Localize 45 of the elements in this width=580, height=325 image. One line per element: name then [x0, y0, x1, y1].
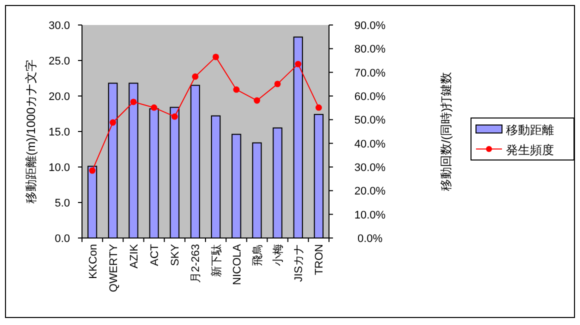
y2-tick-label: 20.0% [354, 186, 386, 198]
x-tick-label: JISカナ [293, 244, 306, 282]
point [130, 98, 137, 106]
point [171, 113, 178, 120]
y-tick-label: 25.0 [48, 56, 70, 68]
x-tick-label: SKY [170, 243, 182, 266]
y-tick-label: 0.0 [54, 233, 70, 245]
x-tick-label: ACT [149, 244, 162, 266]
point [274, 80, 281, 88]
y-tick-label: 30.0 [48, 20, 70, 32]
x-tick-label: TRON [314, 244, 326, 276]
point [294, 60, 302, 68]
point [254, 97, 260, 104]
y2-tick-label: 80.0% [354, 44, 386, 56]
y2-tick-label: 40.0% [354, 138, 386, 150]
x-tick-label: 月2-263 [190, 244, 202, 284]
legend-label: 移動距離 [506, 123, 554, 137]
y-tick-label: 20.0 [48, 91, 70, 103]
x-tick-label: AZIK [128, 243, 140, 268]
x-tick-label: 小梅 [272, 244, 285, 266]
y2-axis-title: 移動回数/(同時)打鍵数 [439, 72, 453, 192]
y-axis-title: 移動距離(m)/1000カナ文字 [24, 59, 38, 204]
point [316, 104, 322, 111]
x-tick-label: 飛鳥 [252, 244, 264, 266]
y-tick-label: 15.0 [48, 126, 70, 138]
y2-tick-label: 50.0% [354, 114, 386, 127]
x-tick-label: NICOLA [231, 243, 244, 285]
y2-tick-label: 70.0% [354, 67, 386, 80]
y2-tick-label: 0.0% [357, 233, 383, 245]
y2-tick-label: 30.0% [354, 162, 386, 174]
point [212, 54, 219, 60]
y-tick-label: 5.0 [54, 198, 70, 210]
point [89, 167, 96, 174]
point [110, 119, 116, 126]
legend-label: 発生頻度 [506, 143, 554, 157]
point [150, 104, 158, 111]
x-tick-label: 新下駄 [210, 244, 223, 277]
point [192, 73, 198, 80]
x-tick-label: QWERTY [108, 243, 120, 292]
y2-tick-label: 90.0% [354, 20, 386, 32]
y2-tick-label: 10.0% [354, 209, 386, 222]
y2-tick-label: 60.0% [354, 91, 386, 103]
y-tick-label: 10.0 [48, 162, 70, 174]
x-tick-label: KKCon [87, 244, 100, 279]
point [233, 86, 240, 93]
